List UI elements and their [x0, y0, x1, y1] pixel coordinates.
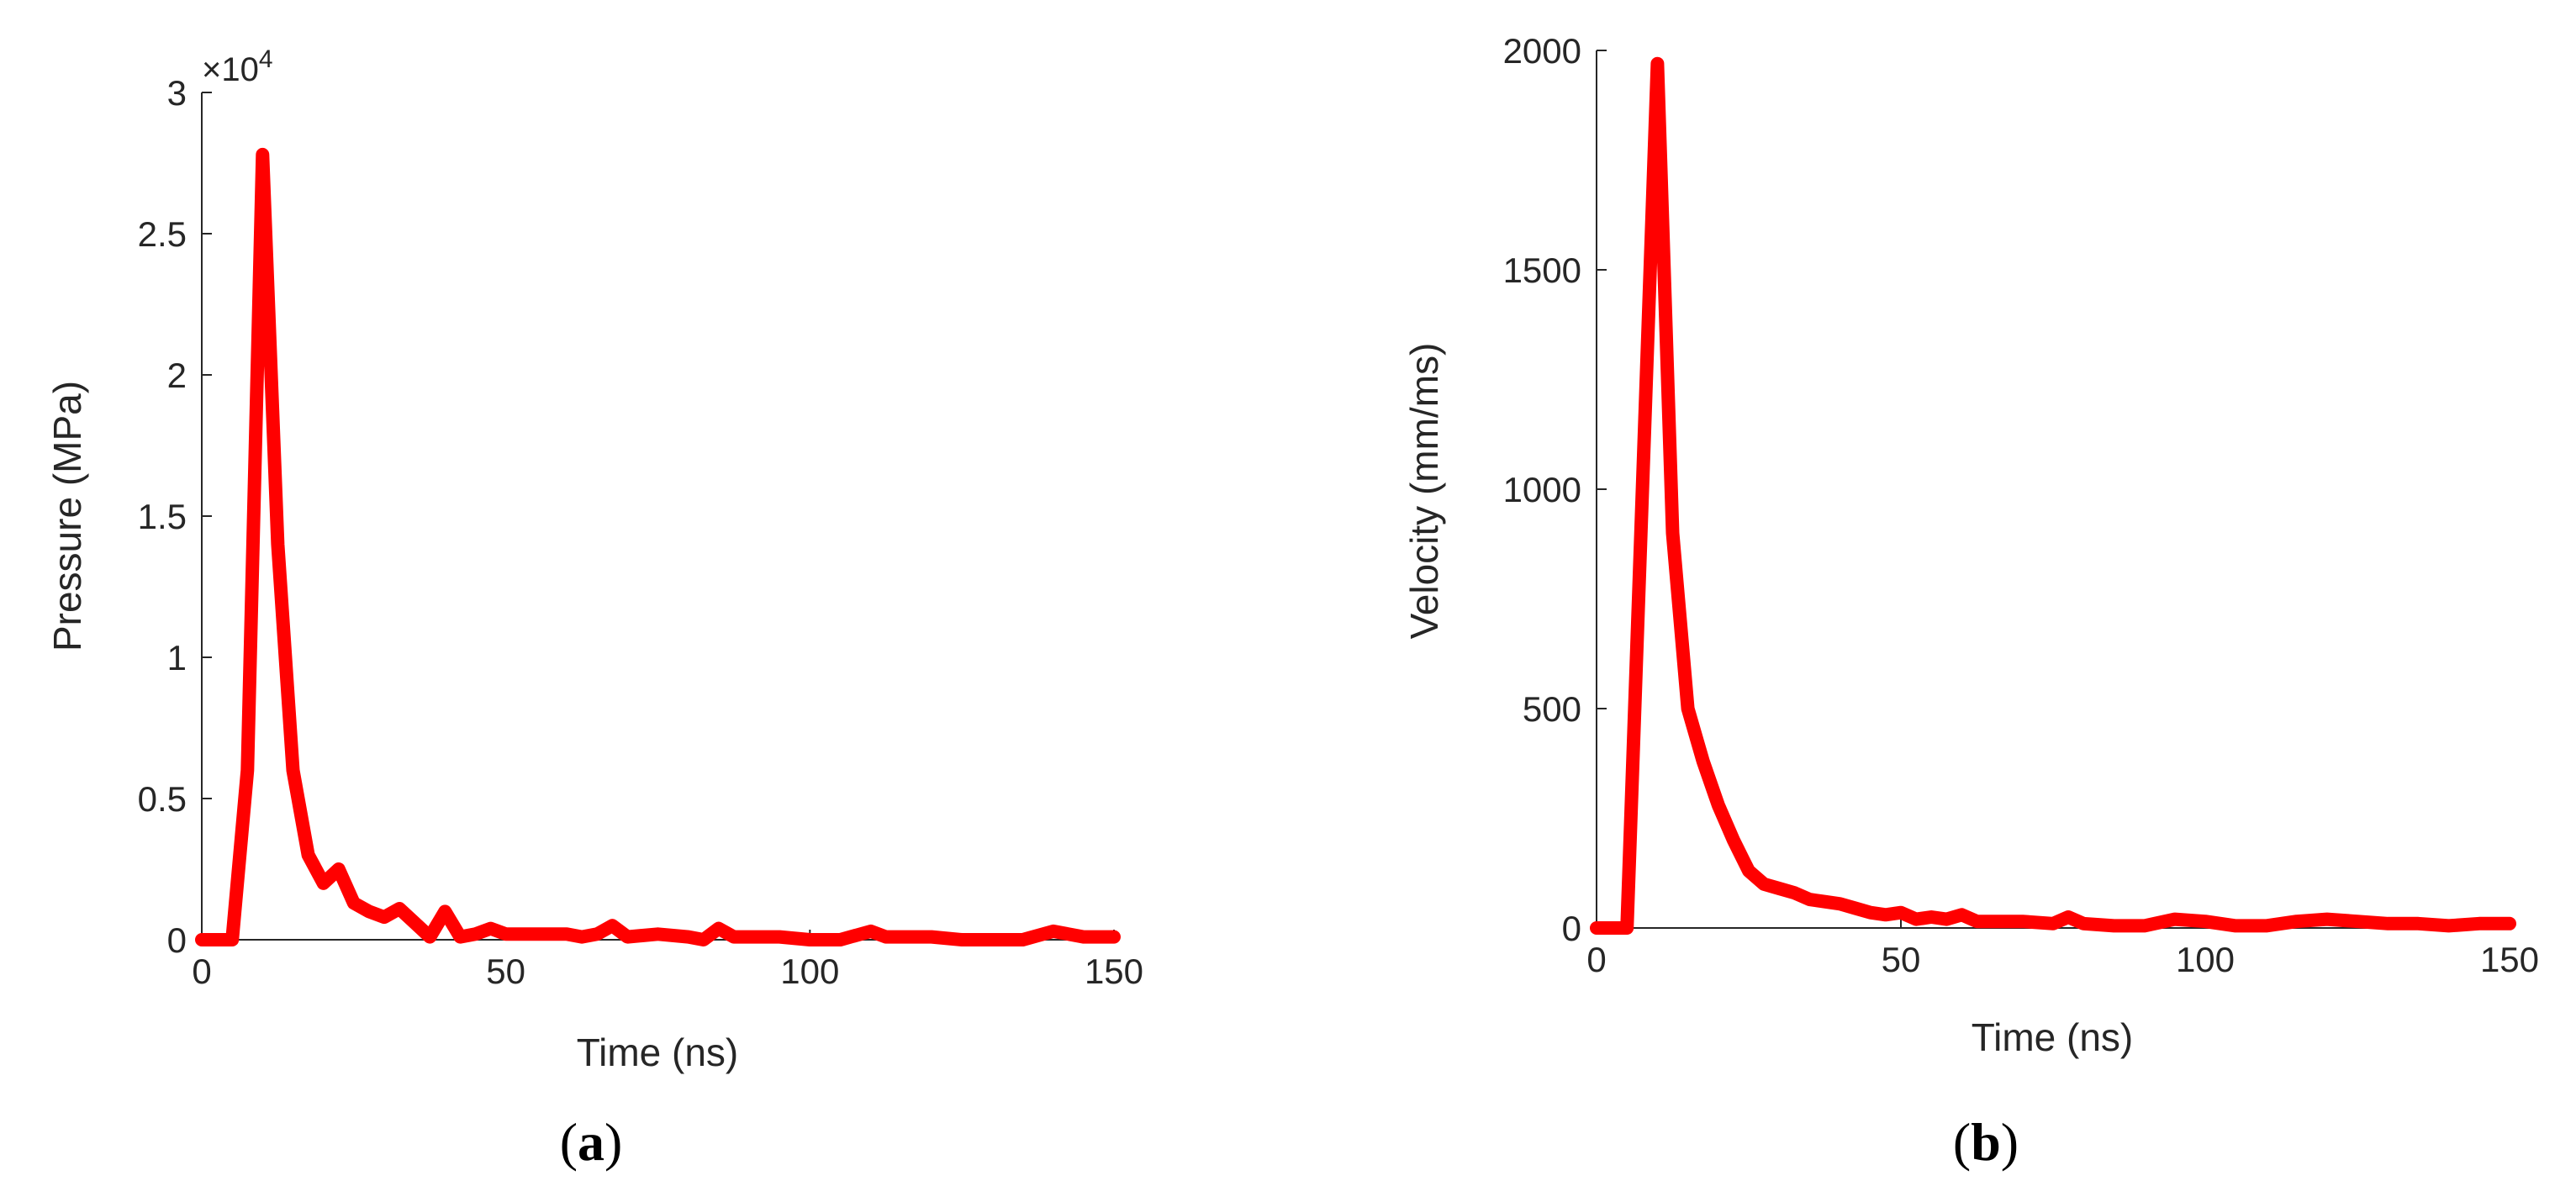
y-tick-label: 1500 — [1503, 250, 1581, 290]
y-tick-label: 1.5 — [138, 497, 187, 536]
x-tick-label: 100 — [780, 952, 839, 991]
panel-b-y-ticks: 0 500 1000 1500 2000 — [1503, 31, 1607, 948]
panel-b-y-axis-label: Velocity (mm/ms) — [1402, 343, 1446, 640]
panel-b-x-ticks: 0 50 100 150 — [1586, 918, 2539, 979]
panel-a-x-ticks: 0 50 100 150 — [192, 930, 1143, 991]
x-tick-label: 50 — [486, 952, 525, 991]
y-tick-label: 0 — [1562, 909, 1581, 948]
panel-b-caption-letter: b — [1971, 1112, 2001, 1172]
y-tick-label: 2.5 — [138, 214, 187, 254]
panel-a-series — [195, 147, 1121, 946]
x-tick-label: 50 — [1882, 940, 1921, 979]
x-tick-label: 150 — [1085, 952, 1143, 991]
panel-b-caption-open: ( — [1953, 1112, 1971, 1172]
y-tick-label: 3 — [167, 73, 187, 113]
panel-b-series — [1590, 56, 2516, 935]
y-tick-label: 0 — [167, 920, 187, 960]
panel-a-y-exponent: ×104 — [202, 45, 273, 88]
panel-a-y-ticks: 0 0.5 1 1.5 2 2.5 3 — [138, 73, 212, 960]
y-tick-label: 1000 — [1503, 470, 1581, 509]
x-tick-label: 0 — [192, 952, 211, 991]
panel-a-y-exponent-power: 4 — [259, 45, 273, 73]
panel-a-caption-close: ) — [604, 1112, 622, 1172]
y-tick-label: 500 — [1523, 689, 1581, 729]
panel-a-caption-letter: a — [578, 1112, 604, 1172]
y-tick-label: 2 — [167, 356, 187, 395]
y-tick-label: 0.5 — [138, 779, 187, 819]
panel-a-y-axis-label: Pressure (MPa) — [45, 381, 89, 651]
panel-b-caption-close: ) — [2001, 1112, 2019, 1172]
series-line — [1590, 56, 2516, 935]
x-tick-label: 0 — [1586, 940, 1606, 979]
panel-a-pressure-chart: 0 50 100 150 0 0.5 1 1.5 2 2.5 3 ×104 Time (ns) P… — [45, 45, 1143, 1172]
y-tick-label: 2000 — [1503, 31, 1581, 71]
panel-b-caption: (b) — [1953, 1112, 2019, 1172]
panel-b-velocity-chart: 0 50 100 150 0 500 1000 1500 2000 Time (ns) Vel… — [1402, 31, 2539, 1172]
y-tick-label: 1 — [167, 638, 187, 677]
panel-a-x-axis-label: Time (ns) — [577, 1031, 739, 1074]
panel-a-caption: (a) — [560, 1112, 623, 1172]
x-tick-label: 100 — [2176, 940, 2235, 979]
panel-a-caption-open: ( — [560, 1112, 578, 1172]
panel-b-x-axis-label: Time (ns) — [1972, 1015, 2134, 1059]
series-line — [195, 147, 1121, 946]
x-tick-label: 150 — [2480, 940, 2539, 979]
panel-a-y-exponent-base: ×10 — [202, 51, 259, 88]
